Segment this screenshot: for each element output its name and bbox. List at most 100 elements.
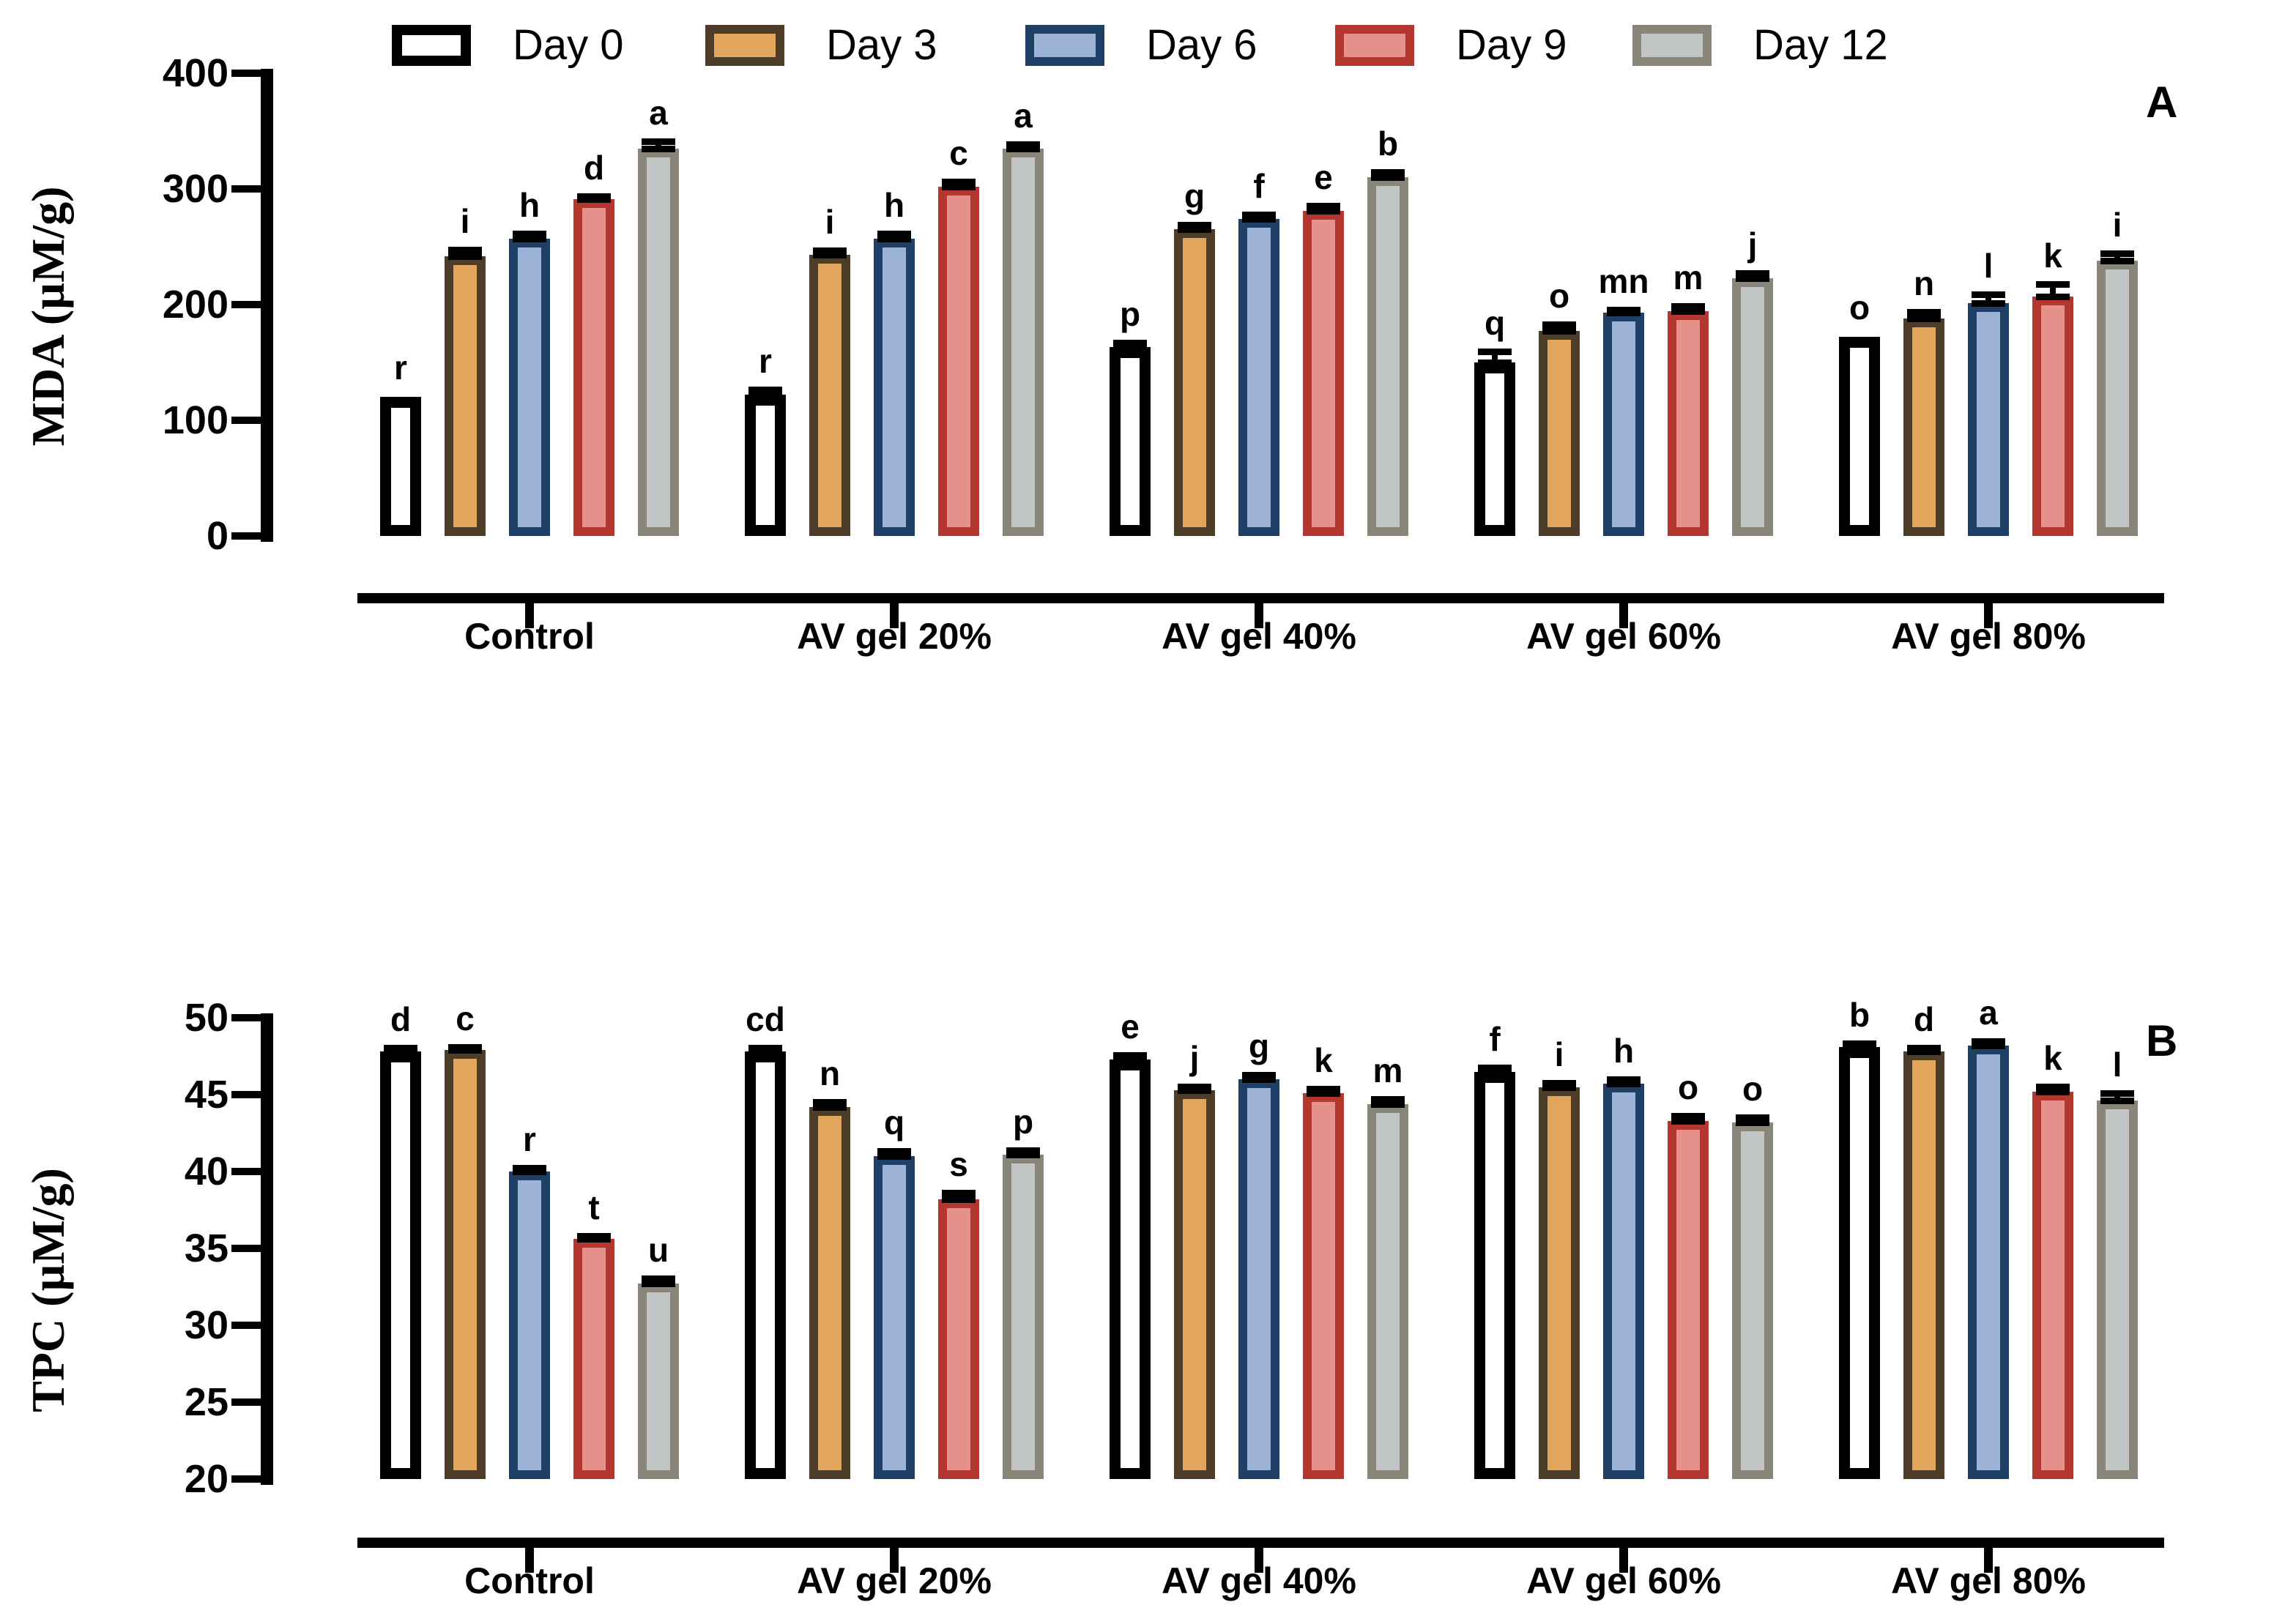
- error-bar-cap-base-av-gel-20--day-6: [877, 236, 911, 242]
- sig-letter-control-day-9: d: [583, 149, 605, 187]
- error-bar-cap-top-av-gel-20--day-9: [942, 179, 976, 185]
- error-bar-cap-top-av-gel-40--day-3: [1178, 1084, 1211, 1090]
- bar-av-gel-80--day-3: [1903, 1051, 1944, 1479]
- error-bar-cap-top-control-day-3: [448, 247, 482, 253]
- y-tick: [231, 1014, 261, 1021]
- error-bar-cap-base-av-gel-40--day-3: [1178, 226, 1211, 233]
- bar-av-gel-60--day-12: [1732, 278, 1773, 536]
- error-bar-cap-top-av-gel-80--day-6: [1972, 291, 2005, 298]
- bar-control-day-9: [573, 199, 614, 536]
- bar-av-gel-60--day-3: [1539, 331, 1580, 536]
- error-bar-cap-base-av-gel-20--day-6: [877, 1153, 911, 1160]
- error-bar-cap-base-control-day-6: [513, 236, 546, 242]
- bar-av-gel-20--day-0: [745, 1051, 786, 1479]
- bar-av-gel-40--day-0: [1110, 1059, 1151, 1479]
- error-bar-cap-base-av-gel-40--day-0: [1113, 1057, 1147, 1063]
- sig-letter-av-gel-80--day-0: o: [1849, 288, 1870, 327]
- error-bar-cap-top-av-gel-40--day-3: [1178, 222, 1211, 228]
- y-tick-label: 100: [162, 398, 228, 442]
- sig-letter-av-gel-40--day-0: e: [1121, 1007, 1140, 1046]
- bar-av-gel-20--day-12: [1003, 1155, 1044, 1479]
- error-bar-cap-top-av-gel-40--day-6: [1242, 212, 1276, 218]
- error-bar-cap-base-av-gel-60--day-9: [1671, 308, 1705, 315]
- error-bar-stem-av-gel-80--day-9: [2050, 285, 2056, 299]
- bar-av-gel-60--day-12: [1732, 1122, 1773, 1479]
- sig-letter-control-day-0: d: [390, 1000, 412, 1038]
- sig-letter-av-gel-20--day-12: a: [1014, 97, 1033, 135]
- x-category-label-av-gel-80-: AV gel 80%: [1891, 616, 2086, 657]
- sig-letter-av-gel-20--day-0: r: [759, 342, 772, 380]
- bar-av-gel-40--day-12: [1367, 177, 1408, 536]
- error-bar-cap-top-control-day-0: [384, 1045, 417, 1051]
- y-tick-label: 40: [184, 1150, 228, 1193]
- error-bar-cap-top-av-gel-20--day-6: [877, 1148, 911, 1155]
- error-bar-cap-base-av-gel-80--day-9: [2036, 1089, 2070, 1095]
- error-bar-cap-top-av-gel-60--day-12: [1736, 1114, 1769, 1121]
- bar-av-gel-40--day-3: [1174, 1090, 1215, 1479]
- y-tick: [231, 301, 261, 308]
- legend-swatch-day-9: [1335, 25, 1414, 66]
- error-bar-cap-top-control-day-12: [642, 138, 675, 145]
- error-bar-cap-top-av-gel-60--day-9: [1671, 1113, 1705, 1120]
- error-bar-cap-base-av-gel-40--day-12: [1371, 174, 1405, 181]
- y-tick: [231, 1091, 261, 1098]
- error-bar-cap-top-control-day-6: [513, 1165, 546, 1172]
- x-tick: [1255, 1546, 1263, 1573]
- y-tick-label: 20: [184, 1457, 228, 1501]
- sig-letter-control-day-6: h: [519, 186, 540, 224]
- sig-letter-av-gel-60--day-9: m: [1673, 258, 1703, 297]
- error-bar-cap-base-av-gel-40--day-0: [1113, 344, 1147, 351]
- y-tick: [231, 417, 261, 424]
- y-tick-label: 50: [184, 996, 228, 1040]
- sig-letter-av-gel-40--day-3: j: [1189, 1039, 1200, 1077]
- bar-av-gel-60--day-9: [1668, 1121, 1709, 1479]
- error-bar-cap-top-av-gel-20--day-3: [813, 247, 847, 254]
- panel-a-letter: A: [2146, 78, 2178, 127]
- x-category-label-av-gel-20-: AV gel 20%: [797, 1560, 992, 1601]
- error-bar-cap-base-av-gel-80--day-9: [2036, 294, 2070, 300]
- bar-av-gel-40--day-6: [1238, 219, 1279, 536]
- sig-letter-av-gel-40--day-6: f: [1253, 167, 1265, 205]
- sig-letter-av-gel-60--day-3: o: [1548, 277, 1570, 315]
- bar-av-gel-20--day-3: [809, 1107, 850, 1479]
- error-bar-cap-top-av-gel-40--day-9: [1307, 1086, 1340, 1092]
- bar-control-day-6: [509, 239, 550, 536]
- y-tick: [231, 1322, 261, 1329]
- x-tick: [890, 1546, 899, 1573]
- error-bar-cap-top-av-gel-60--day-12: [1736, 270, 1769, 277]
- bar-av-gel-80--day-0: [1839, 1047, 1880, 1479]
- bar-av-gel-20--day-6: [874, 239, 915, 536]
- sig-letter-av-gel-40--day-9: k: [1314, 1041, 1333, 1079]
- error-bar-cap-base-av-gel-20--day-3: [813, 1104, 847, 1111]
- error-bar-cap-base-av-gel-40--day-9: [1307, 1090, 1340, 1097]
- bar-av-gel-60--day-6: [1603, 1084, 1644, 1479]
- error-bar-cap-base-av-gel-60--day-9: [1671, 1118, 1705, 1125]
- error-bar-cap-base-control-day-3: [448, 253, 482, 260]
- error-bar-cap-top-av-gel-20--day-12: [1006, 141, 1040, 148]
- error-bar-cap-base-av-gel-20--day-3: [813, 252, 847, 258]
- error-bar-cap-base-av-gel-80--day-0: [1843, 1044, 1876, 1051]
- error-bar-cap-base-av-gel-60--day-3: [1542, 328, 1576, 335]
- error-bar-cap-top-av-gel-20--day-12: [1006, 1147, 1040, 1154]
- error-bar-cap-top-av-gel-20--day-9: [942, 1190, 976, 1196]
- bar-av-gel-40--day-9: [1303, 211, 1344, 536]
- legend-label-day-3: Day 3: [826, 21, 937, 69]
- error-bar-cap-top-av-gel-40--day-6: [1242, 1072, 1276, 1079]
- error-bar-cap-top-av-gel-20--day-0: [748, 1045, 782, 1051]
- x-tick: [1984, 1546, 1993, 1573]
- sig-letter-control-day-3: c: [456, 999, 475, 1038]
- x-tick: [1984, 602, 1993, 628]
- x-tick: [1255, 602, 1263, 628]
- bar-av-gel-80--day-0: [1839, 337, 1880, 536]
- sig-letter-av-gel-60--day-3: i: [1554, 1035, 1564, 1073]
- legend-swatch-day-3: [705, 25, 784, 66]
- error-bar-cap-base-control-day-0: [384, 1048, 417, 1055]
- sig-letter-av-gel-80--day-0: b: [1849, 996, 1870, 1034]
- x-category-label-control: Control: [464, 616, 595, 657]
- y-tick: [231, 1245, 261, 1252]
- error-bar-cap-base-av-gel-60--day-12: [1736, 275, 1769, 282]
- error-bar-stem-av-gel-60--day-0: [1492, 352, 1498, 365]
- y-tick-label: 30: [184, 1303, 228, 1347]
- sig-letter-av-gel-60--day-9: o: [1677, 1068, 1699, 1106]
- bar-av-gel-40--day-6: [1238, 1079, 1279, 1479]
